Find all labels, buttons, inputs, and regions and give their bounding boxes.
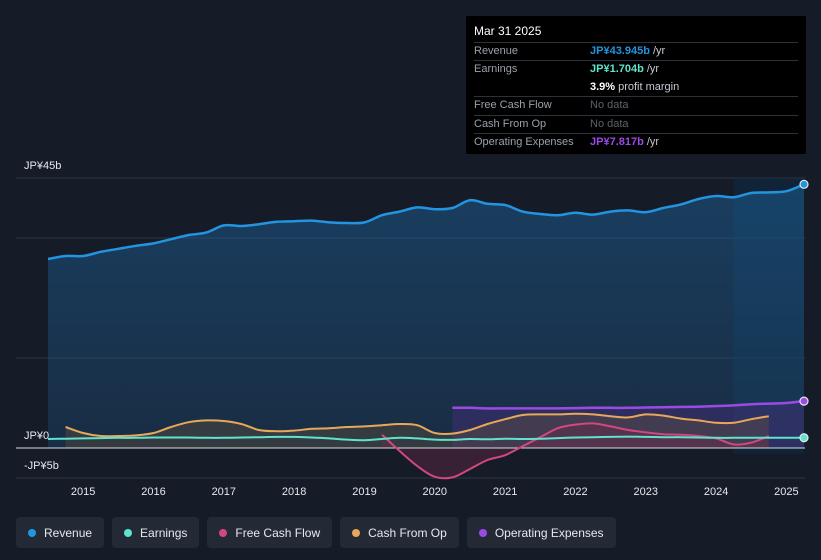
cash-from-op-area xyxy=(65,413,769,448)
y-axis-label: -JP¥5b xyxy=(24,460,59,472)
x-tick-label: 2025 xyxy=(774,486,798,498)
tooltip-row-opex: Operating Expenses JP¥7.817b /yr xyxy=(474,132,798,151)
operating-expenses-line xyxy=(452,399,805,410)
x-tick-label: 2016 xyxy=(141,486,165,498)
endpoint-marker xyxy=(799,179,809,189)
x-tick-label: 2023 xyxy=(634,486,658,498)
cash-from-op-line xyxy=(65,412,769,438)
chart-area: JP¥45b JP¥0 -JP¥5b 2015 2016 2017 2018 2019 2020… xyxy=(16,160,809,498)
x-tick-label: 2019 xyxy=(352,486,376,498)
x-tick-label: 2017 xyxy=(212,486,236,498)
free-cash-flow-line xyxy=(381,422,770,480)
legend-label: Free Cash Flow xyxy=(235,525,321,540)
tooltip: Mar 31 2025 Revenue JP¥43.945b /yr Earni… xyxy=(466,16,806,154)
legend-dot-icon xyxy=(478,528,487,537)
x-tick-label: 2015 xyxy=(71,486,95,498)
legend-dot-icon xyxy=(219,528,228,537)
tooltip-date: Mar 31 2025 xyxy=(474,24,542,38)
tooltip-label: Free Cash Flow xyxy=(474,99,552,112)
legend-cash-from-op[interactable]: Cash From Op xyxy=(340,517,459,548)
tooltip-row-earnings: Earnings JP¥1.704b /yr xyxy=(474,60,798,78)
legend-label: Revenue xyxy=(44,525,93,540)
legend-free-cash-flow[interactable]: Free Cash Flow xyxy=(207,517,333,548)
tooltip-value: 3.9% xyxy=(590,80,616,93)
tooltip-label xyxy=(474,79,590,96)
tooltip-row-cfo: Cash From Op No data xyxy=(474,114,798,133)
revenue-line xyxy=(47,183,805,261)
legend-revenue[interactable]: Revenue xyxy=(16,517,105,548)
tooltip-row-margin: 3.9% profit margin xyxy=(474,79,798,96)
tooltip-value: No data xyxy=(590,117,629,130)
tooltip-value: JP¥1.704b xyxy=(590,63,644,76)
y-axis-label: JP¥0 xyxy=(24,430,49,442)
legend-operating-expenses[interactable]: Operating Expenses xyxy=(466,517,616,548)
tooltip-row-fcf: Free Cash Flow No data xyxy=(474,96,798,114)
y-axis-label: JP¥45b xyxy=(24,160,61,172)
legend-dot-icon xyxy=(352,528,361,537)
legend-label: Earnings xyxy=(140,525,188,540)
tooltip-value: No data xyxy=(590,99,629,112)
legend: Revenue Earnings Free Cash Flow Cash Fro… xyxy=(16,517,616,548)
x-tick-label: 2024 xyxy=(704,486,728,498)
legend-label: Cash From Op xyxy=(368,525,447,540)
legend-dot-icon xyxy=(28,528,36,537)
legend-label: Operating Expenses xyxy=(494,525,604,540)
tooltip-label: Earnings xyxy=(474,63,518,76)
tooltip-value: JP¥7.817b xyxy=(590,135,644,148)
legend-dot-icon xyxy=(124,528,133,537)
tooltip-unit: /yr xyxy=(652,45,666,57)
x-tick-label: 2022 xyxy=(563,486,587,498)
tooltip-row-revenue: Revenue JP¥43.945b /yr xyxy=(474,42,798,60)
endpoint-marker xyxy=(799,396,809,406)
endpoint-marker xyxy=(799,433,809,443)
x-tick-label: 2020 xyxy=(423,486,447,498)
revenue-area xyxy=(48,184,804,449)
tooltip-unit: /yr xyxy=(646,63,660,76)
tooltip-value: JP¥43.945b xyxy=(590,45,650,57)
tooltip-unit: /yr xyxy=(646,135,660,148)
legend-earnings[interactable]: Earnings xyxy=(112,517,200,548)
tooltip-label: Revenue xyxy=(474,45,519,57)
x-tick-label: 2021 xyxy=(493,486,517,498)
tooltip-label: Operating Expenses xyxy=(474,135,574,148)
x-tick-label: 2018 xyxy=(282,486,306,498)
tooltip-label: Cash From Op xyxy=(474,117,547,130)
earnings-line xyxy=(47,435,804,442)
tooltip-unit: profit margin xyxy=(618,80,680,93)
